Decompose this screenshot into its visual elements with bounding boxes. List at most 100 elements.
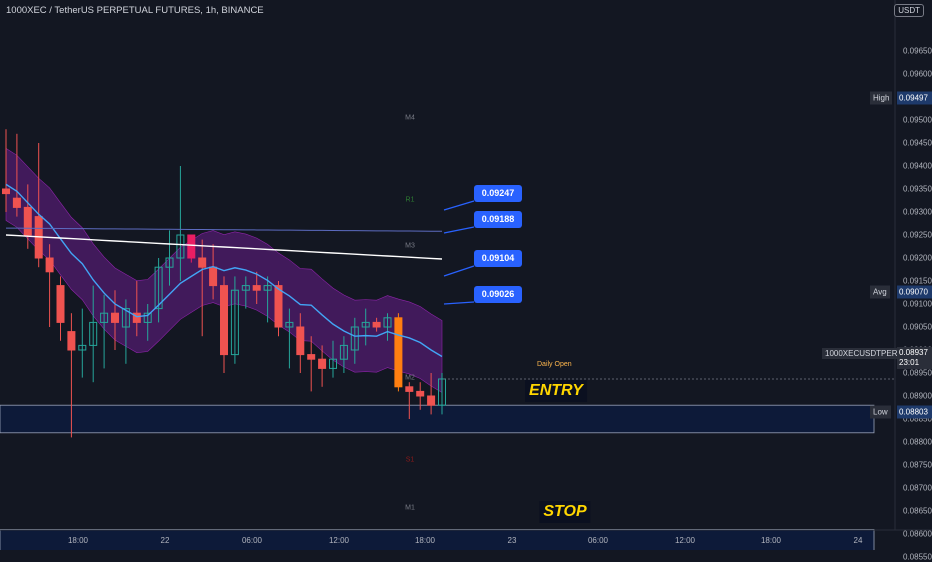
time-tick: 18:00 <box>67 536 89 545</box>
price-tick: 0.09100 <box>903 299 932 309</box>
pivot-s1: S1 <box>405 456 415 464</box>
candle-body <box>67 331 76 351</box>
price-tick: 0.08950 <box>903 368 932 378</box>
candle-body <box>176 234 185 259</box>
price-tick: 0.09500 <box>903 115 932 125</box>
high-label: High <box>870 91 893 105</box>
candle-body <box>252 285 261 291</box>
candle-body <box>132 312 141 323</box>
time-tick: 18:00 <box>760 536 782 545</box>
pivot-m2: M2 <box>405 374 415 382</box>
callout-pointer <box>443 265 475 277</box>
candle-body <box>339 344 348 360</box>
time-tick: 06:00 <box>241 536 263 545</box>
candle-body <box>121 308 130 328</box>
price-tick: 0.09650 <box>903 46 932 56</box>
candle-body <box>350 326 359 351</box>
candle-body <box>56 285 65 323</box>
candle-body <box>438 378 446 406</box>
currency-button[interactable]: USDT <box>894 4 924 17</box>
price-tick: 0.09400 <box>903 161 932 171</box>
candle-body <box>318 358 327 369</box>
low-value: 0.08803 <box>897 405 932 419</box>
candle-body <box>198 257 207 268</box>
price-callout-2[interactable]: 0.09188 <box>474 211 522 228</box>
candle-body <box>111 312 119 323</box>
price-tick: 0.09050 <box>903 322 932 332</box>
candle-body <box>285 321 294 328</box>
candle-body <box>405 386 414 392</box>
candle-body <box>12 197 21 208</box>
current-price-value: 0.08937 <box>899 348 928 357</box>
low-label: Low <box>870 405 891 419</box>
time-tick: 22 <box>160 536 170 545</box>
time-tick: 23 <box>507 536 517 545</box>
candle-body <box>100 312 109 323</box>
candle-body <box>307 354 316 360</box>
candle-body <box>329 358 337 369</box>
price-tick: 0.09200 <box>903 253 932 263</box>
candle-body <box>209 266 218 287</box>
price-tick: 0.08600 <box>903 529 932 539</box>
current-symbol-label: 1000XECUSDTPERP <box>822 348 906 359</box>
avg-value: 0.09070 <box>897 285 932 299</box>
current-price-label: 0.08937 23:01 <box>897 347 932 369</box>
price-callout-4[interactable]: 0.09026 <box>474 286 522 303</box>
candle-body <box>187 234 196 259</box>
candle-countdown: 23:01 <box>899 358 920 367</box>
white-ma-line <box>5 234 443 260</box>
price-chart[interactable] <box>0 0 932 550</box>
avg-label: Avg <box>870 285 890 299</box>
price-tick: 0.08800 <box>903 437 932 447</box>
price-tick: 0.08750 <box>903 460 932 470</box>
callout-pointer <box>443 226 475 234</box>
candle-body <box>416 390 425 397</box>
price-tick: 0.09450 <box>903 138 932 148</box>
candle-body <box>230 289 239 356</box>
price-tick: 0.08900 <box>903 391 932 401</box>
candle-body <box>154 266 163 310</box>
price-tick: 0.09150 <box>903 276 932 286</box>
candle-body <box>143 312 152 323</box>
high-value: 0.09497 <box>897 91 932 105</box>
candle-body <box>383 317 392 328</box>
price-callout-1[interactable]: 0.09247 <box>474 185 522 202</box>
blue-ma-line <box>5 183 443 358</box>
upper-ma-line <box>5 227 443 232</box>
zone-entry <box>0 404 875 434</box>
chart-title: 1000XEC / TetherUS PERPETUAL FUTURES, 1h… <box>6 5 264 16</box>
candle-body <box>165 257 174 268</box>
pivot-m1: M1 <box>405 504 415 512</box>
candle-body <box>220 285 228 356</box>
time-tick: 24 <box>853 536 863 545</box>
stop-label: STOP <box>539 501 591 523</box>
price-callout-3[interactable]: 0.09104 <box>474 250 522 267</box>
callout-pointer <box>443 301 475 305</box>
price-tick: 0.09300 <box>903 207 932 217</box>
pivot-r1: R1 <box>405 196 415 204</box>
pivot-m3: M3 <box>405 242 415 250</box>
candle-body <box>394 317 403 388</box>
daily-open-label: Daily Open <box>537 361 572 368</box>
time-tick: 06:00 <box>587 536 609 545</box>
pivot-m4: M4 <box>405 114 415 122</box>
price-tick: 0.09250 <box>903 230 932 240</box>
price-tick: 0.09350 <box>903 184 932 194</box>
candle-body <box>89 321 98 346</box>
candle-body <box>263 285 272 291</box>
candle-body <box>296 326 305 356</box>
price-tick: 0.08700 <box>903 483 932 493</box>
price-tick: 0.08550 <box>903 552 932 562</box>
price-tick: 0.08650 <box>903 506 932 516</box>
candle-body <box>78 344 87 351</box>
candle-body <box>23 206 32 236</box>
candle-body <box>361 321 370 328</box>
time-tick: 12:00 <box>328 536 350 545</box>
time-tick: 12:00 <box>674 536 696 545</box>
price-tick: 0.09600 <box>903 69 932 79</box>
callout-pointer <box>443 200 475 211</box>
candle-body <box>241 285 250 291</box>
candle-body <box>372 321 381 328</box>
price-tick: 0.08850 <box>903 414 932 424</box>
candle-body <box>45 257 54 273</box>
